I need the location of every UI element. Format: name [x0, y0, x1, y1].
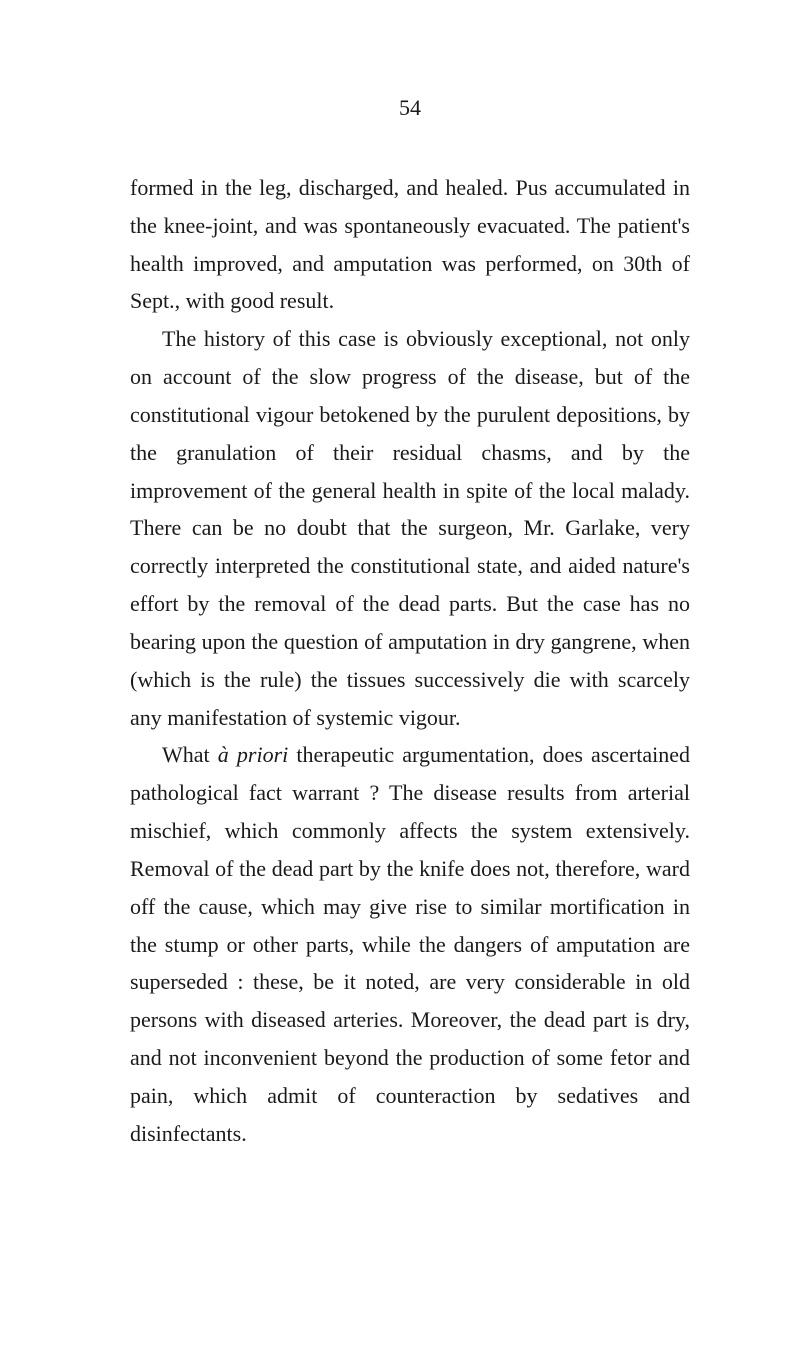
p3-italic-phrase: à priori	[218, 742, 289, 767]
paragraph-2: The history of this case is obviously ex…	[130, 320, 690, 736]
document-page: 54 formed in the leg, discharged, and he…	[0, 0, 800, 1233]
p3-text-post: therapeutic argumentation, does ascertai…	[130, 742, 690, 1145]
paragraph-1: formed in the leg, discharged, and heale…	[130, 169, 690, 320]
p3-text-pre: What	[162, 742, 218, 767]
body-text-container: formed in the leg, discharged, and heale…	[130, 169, 690, 1153]
paragraph-3: What à priori therapeutic argumentation,…	[130, 736, 690, 1152]
page-number: 54	[130, 95, 690, 121]
